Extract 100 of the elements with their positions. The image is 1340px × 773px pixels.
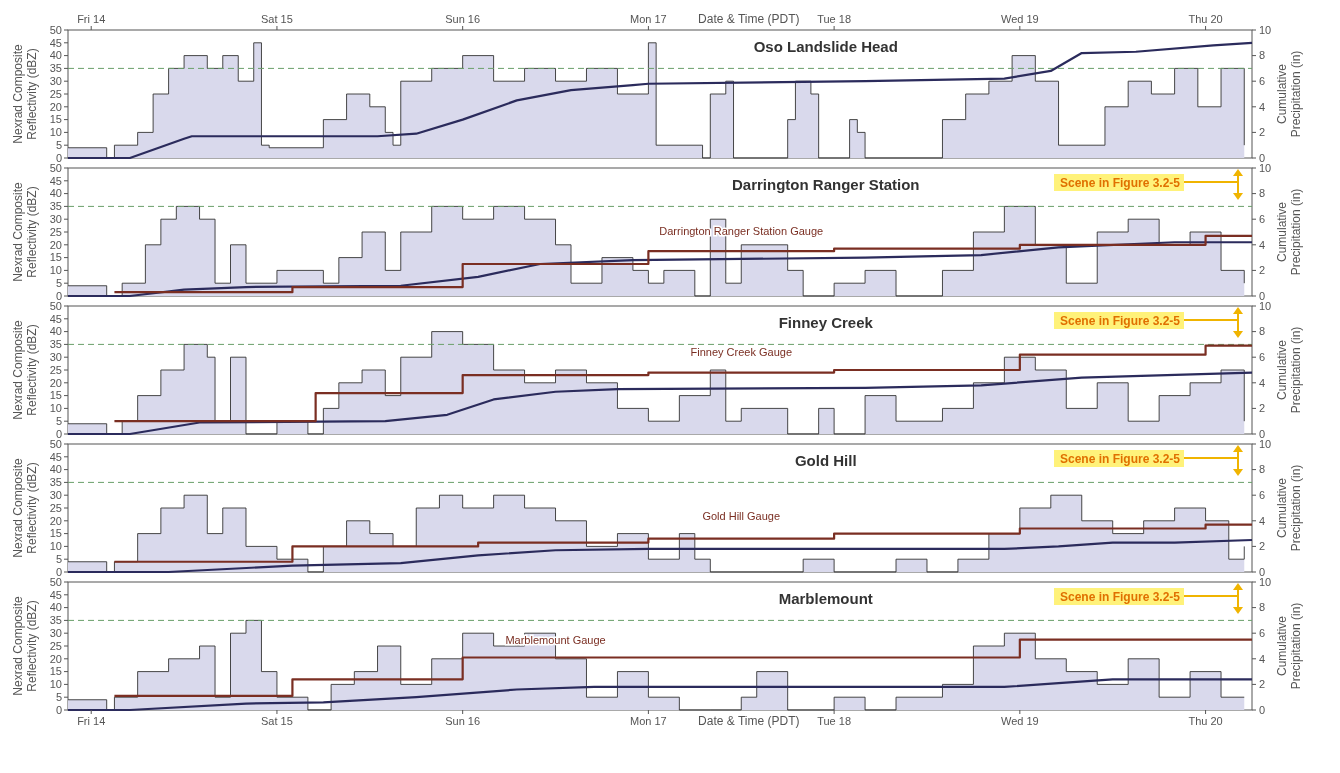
x-axis-title: Date & Time (PDT)	[698, 714, 800, 728]
y-axis-title: Nexrad Composite Reflectivity (dBZ)	[11, 43, 39, 144]
y-tick-label: 5	[55, 415, 62, 428]
y2-tick-label: 0	[1259, 703, 1266, 716]
y2-axis-title: Cumulative Precipitation (in)	[1275, 326, 1303, 414]
y2-tick-label: 4	[1259, 100, 1266, 113]
y-tick-label: 5	[55, 691, 62, 704]
y-tick-label: 20	[49, 514, 62, 527]
x-tick-label: Thu 20	[1188, 715, 1223, 727]
x2-tick-label: Thu 20	[1188, 13, 1223, 25]
y-tick-label: 5	[55, 553, 62, 566]
y2-tick-label: 8	[1259, 49, 1266, 62]
y-axis-title: Nexrad Composite Reflectivity (dBZ)	[11, 319, 39, 420]
x2-tick-label: Fri 14	[77, 13, 106, 25]
x2-tick-label: Wed 19	[1000, 13, 1039, 25]
text: Finney Creek	[778, 314, 874, 331]
y-tick-label: 45	[49, 174, 62, 187]
y-tick-label: 10	[49, 126, 62, 139]
y2-tick-label: 2	[1259, 264, 1266, 277]
x2-tick-label: Mon 17	[630, 13, 667, 25]
annotation: Scene in Figure 3.2-5	[1059, 452, 1181, 466]
annotation: Scene in Figure 3.2-5	[1059, 590, 1181, 604]
x2-tick-label: Tue 18	[817, 13, 852, 25]
y2-tick-label: 8	[1259, 325, 1266, 338]
y-tick-label: 0	[55, 427, 62, 440]
y-axis-title: Nexrad Composite Reflectivity (dBZ)	[11, 181, 39, 282]
y-tick-label: 50	[49, 299, 62, 312]
y2-tick-label: 2	[1259, 126, 1266, 139]
y-tick-label: 25	[49, 363, 62, 376]
y-tick-label: 15	[49, 113, 62, 126]
y-tick-label: 20	[49, 376, 62, 389]
y-tick-label: 45	[49, 588, 62, 601]
x-tick-label: Fri 14	[77, 715, 106, 727]
text: Oso Landslide Head	[753, 38, 898, 55]
y2-tick-label: 6	[1259, 627, 1266, 640]
y2-tick-label: 0	[1259, 289, 1266, 302]
series-label: Gold Hill Gauge	[702, 509, 781, 522]
series-label: Finney Creek Gauge	[690, 346, 792, 358]
annotation: Scene in Figure 3.2-5	[1059, 176, 1181, 190]
y-tick-label: 15	[49, 527, 62, 540]
y2-tick-label: 2	[1259, 402, 1266, 415]
y2-axis-title: Cumulative Precipitation (in)	[1275, 464, 1303, 552]
y2-tick-label: 6	[1259, 75, 1266, 88]
y-tick-label: 35	[49, 476, 62, 489]
y-tick-label: 30	[49, 627, 62, 640]
y2-tick-label: 10	[1259, 161, 1272, 174]
y-tick-label: 15	[49, 665, 62, 678]
annotation: Scene in Figure 3.2-5	[1059, 314, 1181, 328]
y2-tick-label: 4	[1259, 376, 1266, 389]
y-tick-label: 45	[49, 450, 62, 463]
y2-tick-label: 6	[1259, 351, 1266, 364]
y2-axis-title: Cumulative Precipitation (in)	[1275, 50, 1303, 138]
y-tick-label: 5	[55, 139, 62, 152]
text: Gold Hill	[794, 452, 857, 469]
y-tick-label: 15	[49, 389, 62, 402]
y2-tick-label: 4	[1259, 514, 1266, 527]
y-tick-label: 30	[49, 213, 62, 226]
y2-tick-label: 6	[1259, 489, 1266, 502]
y-tick-label: 50	[49, 23, 62, 36]
y-tick-label: 40	[49, 601, 62, 614]
y-tick-label: 0	[55, 151, 62, 164]
y2-tick-label: 2	[1259, 678, 1266, 691]
y-tick-label: 25	[49, 501, 62, 514]
x-tick-label: Tue 18	[817, 715, 852, 727]
text: Darrington Ranger Station	[732, 176, 920, 193]
y-tick-label: 35	[49, 62, 62, 75]
y-axis-title: Nexrad Composite Reflectivity (dBZ)	[11, 595, 39, 696]
x2-tick-label: Sun 16	[445, 13, 481, 25]
y-tick-label: 10	[49, 540, 62, 553]
y-tick-label: 20	[49, 238, 62, 251]
y2-tick-label: 10	[1259, 299, 1272, 312]
y-tick-label: 40	[49, 325, 62, 338]
x2-tick-label: Sat 15	[261, 13, 293, 25]
y-tick-label: 30	[49, 351, 62, 364]
y-tick-label: 50	[49, 575, 62, 588]
x-tick-label: Sat 15	[261, 715, 293, 727]
y-tick-label: 0	[55, 703, 62, 716]
y-tick-label: 35	[49, 338, 62, 351]
y-tick-label: 0	[55, 565, 62, 578]
y2-tick-label: 4	[1259, 238, 1266, 251]
y2-tick-label: 6	[1259, 213, 1266, 226]
y-tick-label: 45	[49, 36, 62, 49]
y2-tick-label: 0	[1259, 565, 1266, 578]
y-tick-label: 30	[49, 489, 62, 502]
y-tick-label: 40	[49, 187, 62, 200]
x-tick-label: Mon 17	[630, 715, 667, 727]
y2-tick-label: 8	[1259, 463, 1266, 476]
y-tick-label: 30	[49, 75, 62, 88]
y2-tick-label: 0	[1259, 151, 1266, 164]
y2-tick-label: 4	[1259, 652, 1266, 665]
y-tick-label: 25	[49, 639, 62, 652]
y-axis-title: Nexrad Composite Reflectivity (dBZ)	[11, 457, 39, 558]
y2-tick-label: 10	[1259, 575, 1272, 588]
y-tick-label: 0	[55, 289, 62, 302]
y2-axis-title: Cumulative Precipitation (in)	[1275, 188, 1303, 276]
y-tick-label: 10	[49, 264, 62, 277]
y-tick-label: 10	[49, 678, 62, 691]
y-tick-label: 5	[55, 277, 62, 290]
x2-axis-title: Date & Time (PDT)	[698, 12, 800, 26]
y-tick-label: 50	[49, 161, 62, 174]
